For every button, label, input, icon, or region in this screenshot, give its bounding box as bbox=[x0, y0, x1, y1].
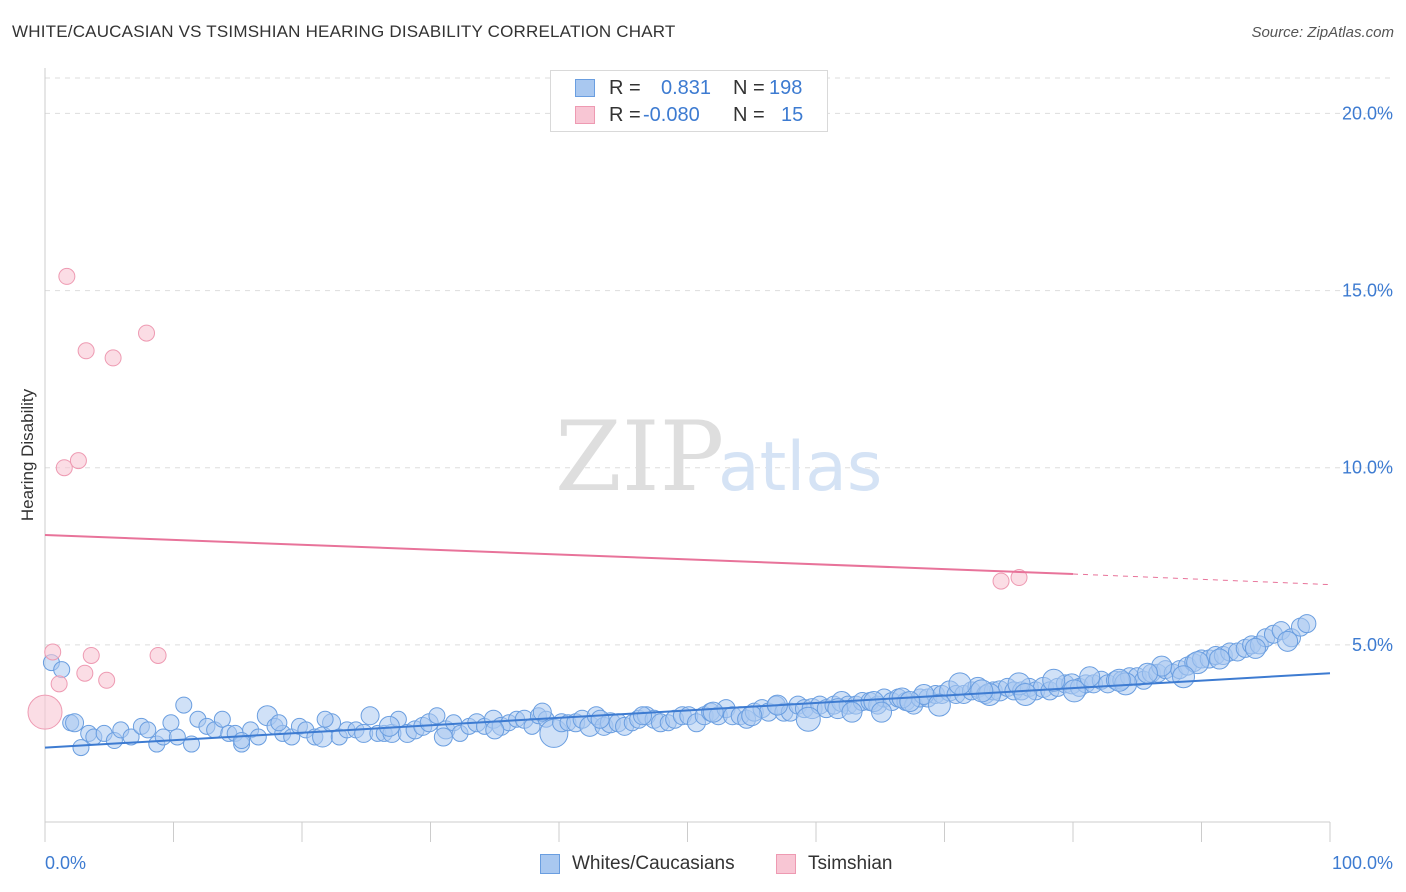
data-point-whites bbox=[65, 713, 85, 733]
legend-swatch-pink bbox=[575, 106, 595, 124]
data-point-whites bbox=[485, 720, 505, 740]
data-point-whites bbox=[162, 714, 180, 732]
legend-row-whites: R = 0.831 N = 198 bbox=[551, 75, 827, 101]
data-point-tsimshian bbox=[69, 452, 87, 470]
chart-title: WHITE/CAUCASIAN VS TSIMSHIAN HEARING DIS… bbox=[12, 22, 676, 41]
data-point-whites bbox=[871, 701, 893, 723]
trendline-tsimshian-extension bbox=[1072, 573, 1331, 586]
legend-n-label: N = bbox=[733, 77, 765, 99]
data-point-whites bbox=[1137, 662, 1159, 684]
data-point-whites bbox=[590, 709, 610, 729]
data-point-whites bbox=[633, 706, 653, 726]
data-point-whites bbox=[1277, 630, 1299, 652]
data-point-whites bbox=[841, 701, 863, 723]
data-point-tsimshian bbox=[55, 459, 73, 477]
y-tick-label: 10.0% bbox=[1342, 458, 1393, 478]
data-point-tsimshian bbox=[98, 671, 116, 689]
data-point-whites bbox=[433, 727, 453, 747]
data-point-whites bbox=[1244, 637, 1266, 659]
data-point-whites bbox=[970, 679, 994, 703]
data-point-tsimshian bbox=[27, 694, 63, 730]
data-point-whites bbox=[122, 728, 140, 746]
legend-n-label: N = bbox=[733, 104, 765, 126]
data-point-whites bbox=[72, 739, 90, 757]
data-point-whites bbox=[741, 705, 763, 727]
data-point-tsimshian bbox=[76, 664, 94, 682]
legend-n-value: 15 bbox=[781, 104, 804, 126]
x-tick-label: 0.0% bbox=[45, 853, 86, 873]
data-point-whites bbox=[316, 710, 334, 728]
data-point-tsimshian bbox=[992, 572, 1010, 590]
data-point-whites bbox=[139, 721, 157, 739]
data-point-whites bbox=[927, 693, 951, 717]
legend-r-value: -0.080 bbox=[643, 104, 700, 126]
legend-n-value: 198 bbox=[769, 77, 803, 99]
data-point-tsimshian bbox=[1010, 569, 1028, 587]
y-tick-label: 5.0% bbox=[1352, 635, 1393, 655]
data-point-whites bbox=[1042, 668, 1066, 692]
data-point-tsimshian bbox=[82, 646, 100, 664]
data-point-whites bbox=[1107, 668, 1131, 692]
x-tick-label: 100.0% bbox=[1332, 853, 1393, 873]
data-point-whites bbox=[53, 661, 71, 679]
y-tick-label: 20.0% bbox=[1342, 103, 1393, 123]
data-point-tsimshian bbox=[50, 675, 68, 693]
data-point-tsimshian bbox=[104, 349, 122, 367]
data-point-whites bbox=[702, 701, 724, 723]
trendline-whites bbox=[44, 672, 1331, 749]
data-point-tsimshian bbox=[149, 646, 167, 664]
legend-row-tsimshian: R = -0.080 N = 15 bbox=[551, 102, 827, 128]
trendline-tsimshian bbox=[44, 534, 1074, 575]
data-point-whites bbox=[948, 672, 972, 696]
data-point-tsimshian bbox=[138, 324, 156, 342]
source-label: Source: ZipAtlas.com bbox=[1251, 24, 1394, 41]
data-point-whites bbox=[532, 702, 552, 722]
data-point-whites bbox=[1062, 679, 1086, 703]
correlation-legend: R = 0.831 N = 198 R = -0.080 N = 15 bbox=[550, 70, 828, 132]
legend-r-label: R = bbox=[609, 77, 641, 99]
y-tick-label: 15.0% bbox=[1342, 281, 1393, 301]
data-point-whites bbox=[213, 710, 231, 728]
data-point-whites bbox=[1172, 665, 1196, 689]
data-point-whites bbox=[249, 728, 267, 746]
data-point-tsimshian bbox=[77, 342, 95, 360]
data-point-whites bbox=[795, 706, 821, 732]
watermark-atlas: atlas bbox=[718, 428, 882, 507]
data-point-whites bbox=[899, 691, 921, 713]
data-point-tsimshian bbox=[44, 643, 62, 661]
watermark-zip: ZIP bbox=[555, 401, 724, 513]
legend-label-whites: Whites/Caucasians bbox=[572, 853, 735, 874]
legend-r-value: 0.831 bbox=[661, 77, 712, 99]
data-point-whites bbox=[1208, 648, 1230, 670]
data-point-whites bbox=[1297, 614, 1317, 634]
data-point-whites bbox=[168, 728, 186, 746]
data-point-whites bbox=[428, 707, 446, 725]
data-point-whites bbox=[175, 696, 193, 714]
data-point-whites bbox=[360, 706, 380, 726]
legend-swatch-blue bbox=[540, 854, 560, 874]
data-point-whites bbox=[270, 714, 288, 732]
data-point-whites bbox=[1186, 651, 1210, 675]
legend-swatch-blue bbox=[575, 79, 595, 97]
legend-swatch-pink bbox=[776, 854, 796, 874]
legend-label-tsimshian: Tsimshian bbox=[808, 853, 893, 874]
data-point-whites bbox=[1013, 682, 1037, 706]
data-point-tsimshian bbox=[58, 267, 76, 285]
legend-r-label: R = bbox=[609, 104, 641, 126]
data-point-whites bbox=[154, 728, 172, 746]
